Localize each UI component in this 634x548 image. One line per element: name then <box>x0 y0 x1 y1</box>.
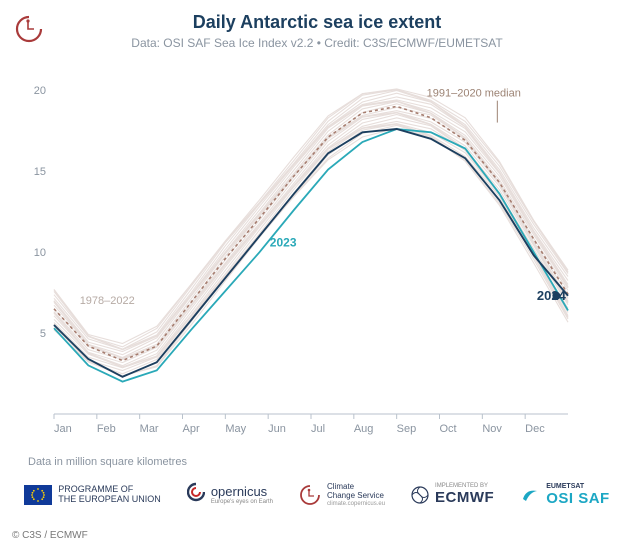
eu-flag-icon <box>24 485 52 505</box>
eu-programme-logo: PROGRAMME OF THE EUROPEAN UNION <box>24 485 161 505</box>
ecmwf-word: ECMWF <box>435 490 494 507</box>
svg-text:Oct: Oct <box>440 423 457 435</box>
svg-text:Jan: Jan <box>54 423 72 435</box>
subtitle-sep: • <box>313 36 324 50</box>
ccs-logo: Climate Change Service climate.copernicu… <box>299 483 385 507</box>
eu-line2: THE EUROPEAN UNION <box>58 495 161 505</box>
svg-text:15: 15 <box>34 166 46 178</box>
line-chart: 5 10 15 20 Jan Feb Mar Apr May Jun Jul Aug Sep Oct Nov… <box>24 64 614 444</box>
svg-text:5: 5 <box>40 328 46 340</box>
svg-text:Feb: Feb <box>97 423 116 435</box>
copernicus-logo: opernicus Europe's eyes on Earth <box>187 482 273 508</box>
subtitle-source: OSI SAF Sea Ice Index v2.2 <box>163 36 313 50</box>
svg-text:1991–2020 median: 1991–2020 median <box>427 88 521 100</box>
svg-text:2023: 2023 <box>270 235 297 249</box>
eu-programme-text: PROGRAMME OF THE EUROPEAN UNION <box>58 485 161 505</box>
copernicus-text: opernicus Europe's eyes on Earth <box>211 485 273 506</box>
ccs-sub: climate.copernicus.eu <box>327 501 385 508</box>
svg-text:2024: 2024 <box>537 288 567 303</box>
copyright-note: © C3S / ECMWF <box>8 529 92 542</box>
svg-text:Mar: Mar <box>140 423 159 435</box>
copernicus-sub: Europe's eyes on Earth <box>211 499 273 506</box>
svg-text:Aug: Aug <box>354 423 374 435</box>
subtitle-data-prefix: Data: <box>131 36 163 50</box>
svg-text:Apr: Apr <box>183 423 200 435</box>
svg-text:May: May <box>225 423 246 435</box>
chart-title: Daily Antarctic sea ice extent <box>0 12 634 33</box>
ecmwf-logo: IMPLEMENTED BY ECMWF <box>411 483 494 506</box>
osisaf-text: EUMETSAT OSI SAF <box>546 483 610 507</box>
ccs-icon <box>299 484 321 506</box>
svg-text:20: 20 <box>34 85 46 97</box>
svg-text:Dec: Dec <box>525 423 545 435</box>
ccs-line2: Change Service <box>327 492 385 501</box>
subtitle-credit: C3S/ECMWF/EUMETSAT <box>363 36 503 50</box>
attribution-logos: PROGRAMME OF THE EUROPEAN UNION opernicu… <box>0 476 634 514</box>
osisaf-word: OSI SAF <box>546 491 610 508</box>
osisaf-icon <box>520 485 540 505</box>
svg-text:Jun: Jun <box>268 423 286 435</box>
subtitle-credit-prefix: Credit: <box>324 36 363 50</box>
svg-text:Nov: Nov <box>482 423 502 435</box>
units-note: Data in million square kilometres <box>28 456 187 468</box>
chart-subtitle: Data: OSI SAF Sea Ice Index v2.2 • Credi… <box>0 36 634 50</box>
svg-text:Jul: Jul <box>311 423 325 435</box>
copernicus-icon <box>187 482 205 508</box>
chart-container: Daily Antarctic sea ice extent Data: OSI… <box>0 0 634 548</box>
copernicus-word: opernicus <box>211 485 273 499</box>
ccs-text: Climate Change Service climate.copernicu… <box>327 483 385 507</box>
osisaf-logo: EUMETSAT OSI SAF <box>520 483 610 507</box>
ecmwf-icon <box>411 486 429 504</box>
ecmwf-text: IMPLEMENTED BY ECMWF <box>435 483 494 506</box>
svg-text:Sep: Sep <box>397 423 417 435</box>
svg-text:10: 10 <box>34 247 46 259</box>
svg-text:1978–2022: 1978–2022 <box>80 295 135 307</box>
